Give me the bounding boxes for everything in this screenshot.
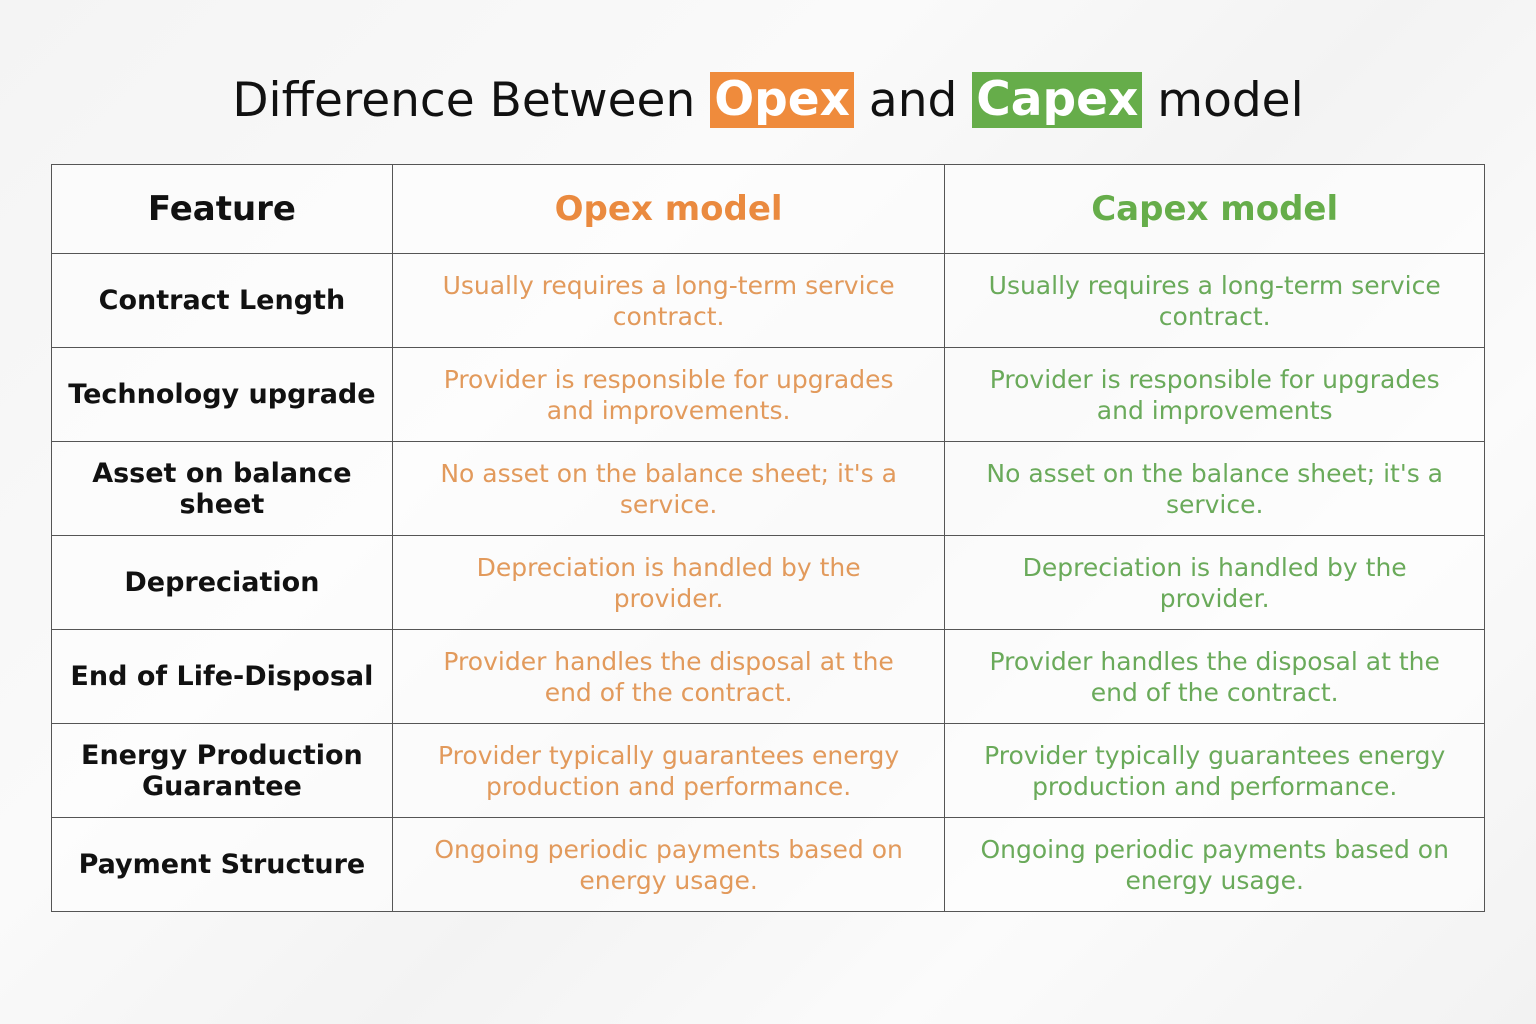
feature-cell: Energy Production Guarantee [51, 723, 393, 818]
comparison-table: Feature Opex model Capex model Contract … [51, 164, 1485, 912]
title-middle: and [853, 73, 973, 129]
feature-cell: Technology upgrade [51, 347, 393, 442]
opex-text: No asset on the balance sheet; it's a se… [440, 458, 897, 519]
page-title: Difference Between Opex and Capex model [0, 71, 1536, 132]
capex-cell: No asset on the balance sheet; it's a se… [944, 441, 1485, 536]
capex-cell: Ongoing periodic payments based on energ… [944, 817, 1485, 912]
opex-cell: Usually requires a long-term service con… [391, 253, 946, 348]
opex-text: Provider typically guarantees energy pro… [438, 740, 900, 801]
table-row: Technology upgrade Provider is responsib… [51, 347, 1485, 442]
capex-cell: Provider typically guarantees energy pro… [944, 723, 1485, 818]
table-row: Contract Length Usually requires a long-… [51, 253, 1485, 348]
title-suffix: model [1142, 73, 1304, 129]
feature-cell: Payment Structure [51, 817, 393, 912]
feature-cell: Contract Length [51, 253, 393, 348]
table-row: Energy Production Guarantee Provider typ… [51, 723, 1485, 818]
capex-cell: Usually requires a long-term service con… [944, 253, 1485, 348]
table-row: Asset on balance sheet No asset on the b… [51, 441, 1485, 536]
table-row: Depreciation Depreciation is handled by … [51, 535, 1485, 630]
title-opex-highlight: Opex [710, 71, 854, 128]
title-prefix: Difference Between [232, 73, 711, 129]
feature-cell: Depreciation [51, 535, 393, 630]
capex-text: Provider is responsible for upgrades and… [989, 364, 1440, 425]
feature-text: Asset on balance sheet [92, 457, 352, 520]
opex-cell: Ongoing periodic payments based on energ… [391, 817, 946, 912]
header-feature: Feature [51, 164, 393, 254]
capex-cell: Provider is responsible for upgrades and… [944, 347, 1485, 442]
header-capex-model: Capex model [944, 164, 1485, 254]
capex-text: No asset on the balance sheet; it's a se… [986, 458, 1443, 519]
capex-cell: Depreciation is handled by the provider. [944, 535, 1485, 630]
opex-cell: Provider is responsible for upgrades and… [391, 347, 946, 442]
capex-cell: Provider handles the disposal at the end… [944, 629, 1485, 724]
header-opex-model: Opex model [391, 164, 946, 254]
table-row: Payment Structure Ongoing periodic payme… [51, 817, 1485, 912]
opex-text: Usually requires a long-term service con… [442, 270, 895, 331]
capex-text: Provider handles the disposal at the end… [989, 646, 1440, 707]
opex-text: Provider is responsible for upgrades and… [443, 364, 894, 425]
opex-text: Ongoing periodic payments based on energ… [434, 834, 903, 895]
opex-text: Depreciation is handled by the provider. [476, 552, 861, 613]
opex-cell: No asset on the balance sheet; it's a se… [391, 441, 946, 536]
opex-cell: Provider typically guarantees energy pro… [391, 723, 946, 818]
capex-text: Depreciation is handled by the provider. [1022, 552, 1407, 613]
opex-cell: Depreciation is handled by the provider. [391, 535, 946, 630]
table-row: End of Life-Disposal Provider handles th… [51, 629, 1485, 724]
capex-text: Provider typically guarantees energy pro… [984, 740, 1446, 801]
feature-text: Energy Production Guarantee [81, 739, 363, 802]
opex-cell: Provider handles the disposal at the end… [391, 629, 946, 724]
feature-cell: End of Life-Disposal [51, 629, 393, 724]
table-header-row: Feature Opex model Capex model [51, 164, 1485, 254]
capex-text: Ongoing periodic payments based on energ… [980, 834, 1449, 895]
feature-cell: Asset on balance sheet [51, 441, 393, 536]
title-capex-highlight: Capex [972, 71, 1143, 128]
capex-text: Usually requires a long-term service con… [988, 270, 1441, 331]
opex-text: Provider handles the disposal at the end… [443, 646, 894, 707]
